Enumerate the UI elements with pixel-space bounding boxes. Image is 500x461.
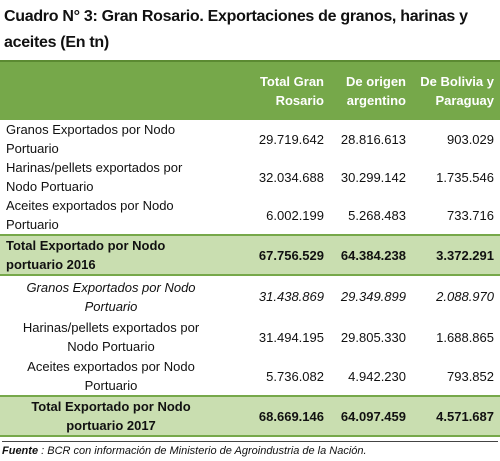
table: Total Gran Rosario De origen argentino De … <box>0 60 500 437</box>
cell-value: 793.852 <box>447 368 494 384</box>
cell-value: 30.299.142 <box>340 169 406 185</box>
row-label: Aceites exportados por Nodo Portuario <box>27 359 195 393</box>
table-row: Aceites exportados por Nodo Portuario 6.0… <box>0 196 500 235</box>
cell-value: 28.816.613 <box>340 131 406 147</box>
row-label: Aceites exportados por Nodo Portuario <box>6 198 174 232</box>
table-row: Aceites exportados por Nodo Portuario 5.7… <box>0 357 500 396</box>
header-row: Total Gran Rosario De origen argentino De … <box>0 60 500 120</box>
row-label: Total Exportado por Nodo portuario 2017 <box>0 395 222 437</box>
table-row: Harinas/pellets exportados por Nodo Port… <box>0 158 500 196</box>
cell-value: 64.097.459 <box>330 395 412 437</box>
table-row: Harinas/pellets exportados por Nodo Port… <box>0 317 500 357</box>
cell-value: 5.736.082 <box>266 368 324 384</box>
header-cell: Total Gran Rosario <box>222 60 330 120</box>
footer-text: : BCR con información de Ministerio de A… <box>41 445 367 457</box>
cell-value: 1.735.546 <box>436 169 494 185</box>
cell-value: 29.805.330 <box>340 329 406 345</box>
row-label: Granos Exportados por Nodo Portuario <box>26 279 196 314</box>
cell-value: 31.438.869 <box>258 289 324 304</box>
cell-value: 4.942.230 <box>348 368 406 384</box>
table-row: Total Exportado por Nodo portuario 2017 6… <box>0 395 500 437</box>
cell-value: 2.088.970 <box>436 289 494 304</box>
row-label: Harinas/pellets exportados por Nodo Port… <box>22 320 200 354</box>
row-label: Harinas/pellets exportados por Nodo Port… <box>6 160 183 194</box>
title: Cuadro N° 3: Gran Rosario. Exportaciones… <box>4 8 468 51</box>
header-cell: De Bolivia y Paraguay <box>412 60 500 120</box>
footer-label: Fuente <box>2 445 39 457</box>
header-cell <box>0 60 222 120</box>
row-label: Total Exportado por Nodo portuario 2016 <box>0 234 222 276</box>
cell-value: 29.719.642 <box>258 131 324 147</box>
cell-value: 29.349.899 <box>340 289 406 304</box>
header-cell: De origen argentino <box>330 60 412 120</box>
cell-value: 31.494.195 <box>258 329 324 345</box>
cell-value: 64.384.238 <box>330 234 412 276</box>
cell-value: 1.688.865 <box>436 329 494 345</box>
table-row: Granos Exportados por Nodo Portuario 29.7… <box>0 120 500 158</box>
cell-value: 3.372.291 <box>412 234 500 276</box>
cell-value: 733.716 <box>447 207 494 223</box>
cell-value: 67.756.529 <box>222 234 330 276</box>
cell-value: 32.034.688 <box>258 169 324 185</box>
table-row: Total Exportado por Nodo portuario 2016 6… <box>0 234 500 276</box>
cell-value: 4.571.687 <box>412 395 500 437</box>
row-label: Granos Exportados por Nodo Portuario <box>6 122 176 156</box>
table-row: Granos Exportados por Nodo Portuario 31.4… <box>0 275 500 317</box>
cell-value: 5.268.483 <box>348 207 406 223</box>
footer: Fuente : BCR con información de Minister… <box>2 441 498 457</box>
cell-value: 903.029 <box>447 131 494 147</box>
cell-value: 68.669.146 <box>222 395 330 437</box>
cell-value: 6.002.199 <box>266 207 324 223</box>
